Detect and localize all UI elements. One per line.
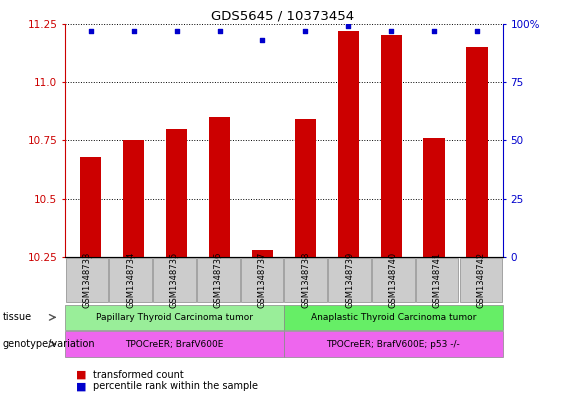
Bar <box>80 157 102 257</box>
Bar <box>123 140 145 257</box>
Point <box>172 28 181 34</box>
Text: TPOCreER; BrafV600E: TPOCreER; BrafV600E <box>125 340 224 349</box>
Text: GSM1348742: GSM1348742 <box>476 252 485 308</box>
Point <box>301 28 310 34</box>
Bar <box>466 47 488 257</box>
Point <box>129 28 138 34</box>
Text: GSM1348735: GSM1348735 <box>170 252 179 308</box>
Text: GSM1348741: GSM1348741 <box>433 252 442 308</box>
Bar <box>294 119 316 257</box>
Text: GSM1348738: GSM1348738 <box>301 252 310 308</box>
Point <box>215 28 224 34</box>
Text: GSM1348737: GSM1348737 <box>258 252 267 308</box>
Bar <box>337 31 359 257</box>
Text: percentile rank within the sample: percentile rank within the sample <box>93 381 258 391</box>
Text: transformed count: transformed count <box>93 369 184 380</box>
Point <box>86 28 95 34</box>
Text: genotype/variation: genotype/variation <box>3 339 95 349</box>
Point <box>386 28 396 34</box>
Text: GSM1348736: GSM1348736 <box>214 252 223 308</box>
Bar <box>380 35 402 257</box>
Text: Anaplastic Thyroid Carcinoma tumor: Anaplastic Thyroid Carcinoma tumor <box>311 313 476 322</box>
Text: GSM1348740: GSM1348740 <box>389 252 398 308</box>
Text: Papillary Thyroid Carcinoma tumor: Papillary Thyroid Carcinoma tumor <box>96 313 253 322</box>
Text: ■: ■ <box>76 369 87 380</box>
Point <box>472 28 481 34</box>
Text: GDS5645 / 10373454: GDS5645 / 10373454 <box>211 10 354 23</box>
Text: GSM1348734: GSM1348734 <box>126 252 135 308</box>
Text: tissue: tissue <box>3 312 32 322</box>
Bar <box>209 117 231 257</box>
Text: TPOCreER; BrafV600E; p53 -/-: TPOCreER; BrafV600E; p53 -/- <box>327 340 460 349</box>
Bar <box>166 129 188 257</box>
Text: GSM1348733: GSM1348733 <box>82 252 92 308</box>
Bar <box>423 138 445 257</box>
Point <box>344 23 353 29</box>
Point <box>429 28 438 34</box>
Bar <box>252 250 273 257</box>
Point <box>258 37 267 43</box>
Text: GSM1348739: GSM1348739 <box>345 252 354 308</box>
Text: ■: ■ <box>76 381 87 391</box>
